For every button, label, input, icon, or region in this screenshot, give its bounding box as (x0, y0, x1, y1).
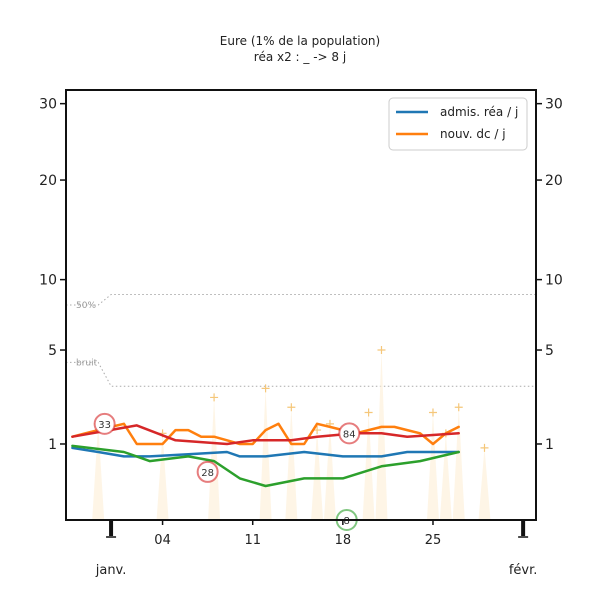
marker-spike (311, 430, 323, 520)
marker-layer (92, 346, 490, 520)
marker-spike (440, 433, 452, 520)
annotation-label: 33 (98, 420, 111, 431)
y-tick-label-right: 20 (545, 173, 563, 189)
marker-spike (453, 407, 465, 520)
marker-spike (208, 397, 220, 520)
marker-spike (324, 424, 336, 520)
y-tick-label-left: 30 (39, 97, 57, 113)
y-tick-label-right: 1 (545, 437, 554, 453)
reference-line-1 (66, 362, 536, 386)
chart-subtitle: réa x2 : _ -> 8 j (254, 50, 346, 64)
annotation-label: 8 (344, 516, 350, 527)
marker-spike (157, 433, 169, 520)
y-tick-label-right: 10 (545, 273, 563, 289)
x-tick-label: 04 (154, 533, 171, 548)
x-tick-label: 11 (244, 533, 261, 548)
data-marker (429, 409, 437, 417)
annotation-label: 28 (201, 468, 214, 479)
data-marker (365, 409, 373, 417)
y-tick-label-left: 20 (39, 173, 57, 189)
chart-title: Eure (1% de la population) (220, 34, 380, 48)
data-marker (262, 384, 270, 392)
y-tick-label-left: 10 (39, 273, 57, 289)
month-label: janv. (95, 563, 127, 578)
y-tick-label-right: 30 (545, 97, 563, 113)
x-tick-label: 18 (335, 533, 352, 548)
x-tick-label: 25 (425, 533, 442, 548)
marker-spike (285, 407, 297, 520)
reference-lines: 50% bruit (66, 295, 536, 387)
data-marker (480, 444, 488, 452)
marker-spike (260, 388, 272, 520)
data-marker (287, 403, 295, 411)
marker-spike (427, 413, 439, 521)
data-marker (377, 346, 385, 354)
data-marker (210, 393, 218, 401)
annotation-label: 84 (343, 429, 356, 440)
y-tick-label-right: 5 (545, 343, 554, 359)
legend-label-nouv-dc: nouv. dc / j (440, 127, 506, 141)
reference-line-0 (66, 295, 536, 306)
data-marker (455, 403, 463, 411)
marker-spike (92, 424, 104, 520)
month-label: févr. (509, 563, 538, 578)
legend-label-admis-rea: admis. réa / j (440, 105, 518, 119)
reference-label-1: bruit (76, 358, 98, 368)
y-tick-label-left: 1 (48, 437, 57, 453)
legend: admis. réa / j nouv. dc / j (389, 98, 527, 150)
marker-spike (478, 448, 490, 520)
reference-label-0: 50% (76, 301, 96, 311)
y-tick-label-left: 5 (48, 343, 57, 359)
